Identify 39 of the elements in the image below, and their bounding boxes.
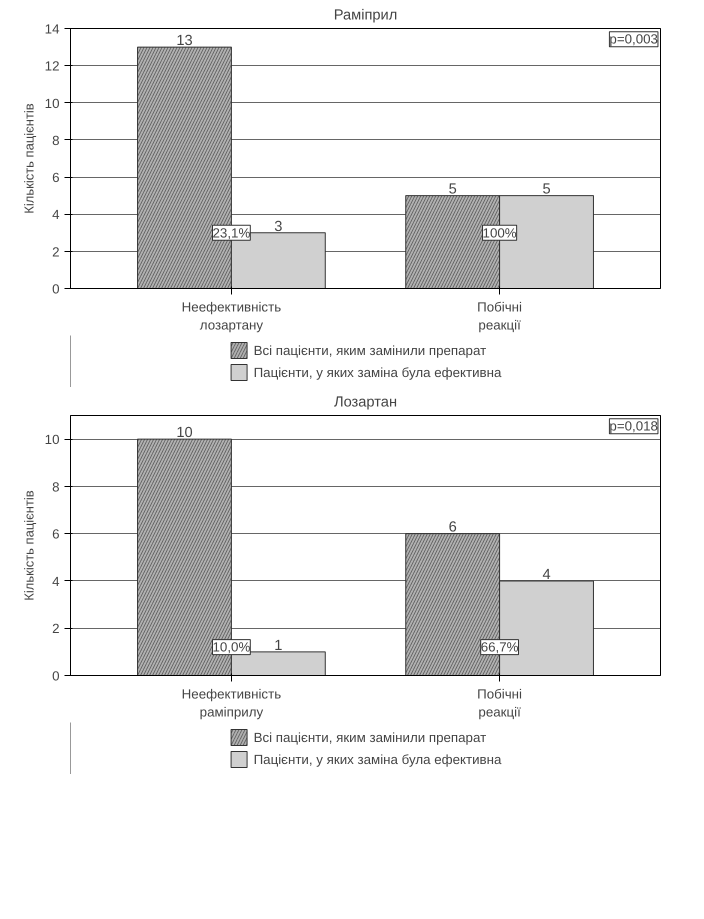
- data-label: 3: [274, 218, 282, 235]
- y-tick-label: 12: [44, 58, 60, 74]
- y-tick-label: 0: [52, 668, 60, 684]
- y-tick-label: 2: [52, 621, 60, 636]
- chart-title: Лозартан: [334, 394, 398, 410]
- y-tick-label: 2: [52, 244, 60, 260]
- y-tick-label: 8: [52, 479, 60, 494]
- y-tick-label: 8: [52, 132, 60, 148]
- y-tick-label: 14: [44, 22, 60, 36]
- legend-label: Пацієнти, у яких заміна була ефективна: [254, 752, 502, 766]
- data-label: 4: [542, 566, 551, 583]
- y-axis-title: Кількість пацієнтів: [22, 103, 37, 214]
- data-label: 5: [448, 182, 457, 198]
- y-tick-label: 10: [44, 432, 60, 448]
- data-label: 10: [176, 425, 193, 442]
- annotation: p=0,003: [609, 32, 658, 47]
- data-label: 6: [448, 520, 457, 536]
- annotation: p=0,018: [609, 418, 658, 434]
- x-tick-label: Неефективність лозартану: [182, 300, 282, 332]
- y-axis-title: Кількість пацієнтів: [22, 490, 37, 601]
- data-label: 5: [542, 182, 551, 198]
- x-tick-label: Побічні реакції: [477, 300, 522, 332]
- legend-label: Всі пацієнти, яким замінили препарат: [254, 342, 486, 358]
- y-tick-label: 4: [52, 574, 60, 589]
- y-tick-label: 10: [44, 96, 60, 111]
- legend-label: Пацієнти, у яких заміна була ефективна: [254, 364, 502, 380]
- annotation: 10,0%: [212, 640, 250, 655]
- legend-label: Всі пацієнти, яким замінили препарат: [254, 730, 486, 744]
- annotation: 66,7%: [480, 640, 519, 655]
- x-tick-label: Неефективність раміприлу: [182, 686, 282, 720]
- data-label: 1: [274, 638, 282, 654]
- y-tick-label: 0: [52, 282, 60, 296]
- annotation: 23,1%: [212, 225, 250, 240]
- y-tick-label: 4: [52, 207, 60, 222]
- y-tick-label: 6: [52, 526, 60, 542]
- data-label: 13: [176, 33, 193, 50]
- x-tick-label: Побічні реакції: [477, 686, 522, 720]
- chart-title: Раміприл: [334, 8, 398, 24]
- y-tick-label: 6: [52, 170, 60, 186]
